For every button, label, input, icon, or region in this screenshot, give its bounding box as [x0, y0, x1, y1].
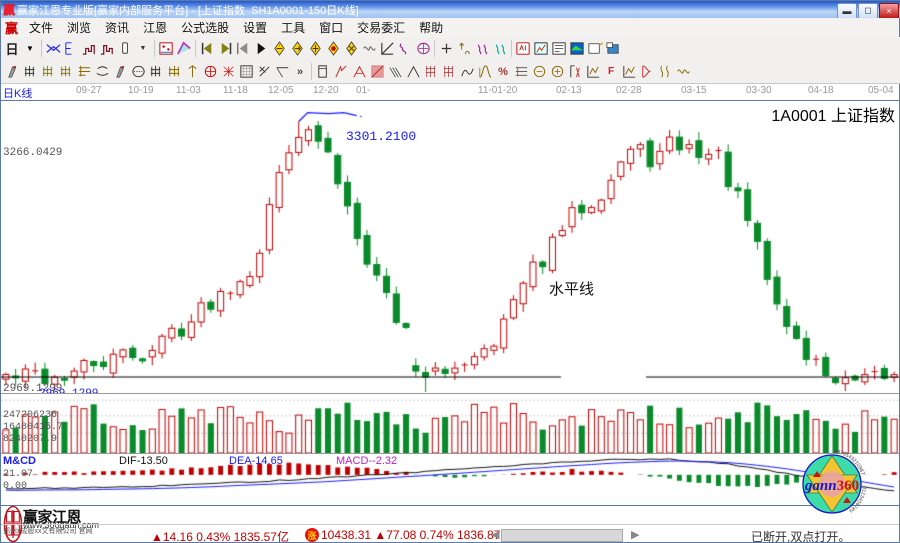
- svg-text:gann360: gann360: [804, 478, 859, 494]
- svg-text:涨: 涨: [307, 530, 317, 541]
